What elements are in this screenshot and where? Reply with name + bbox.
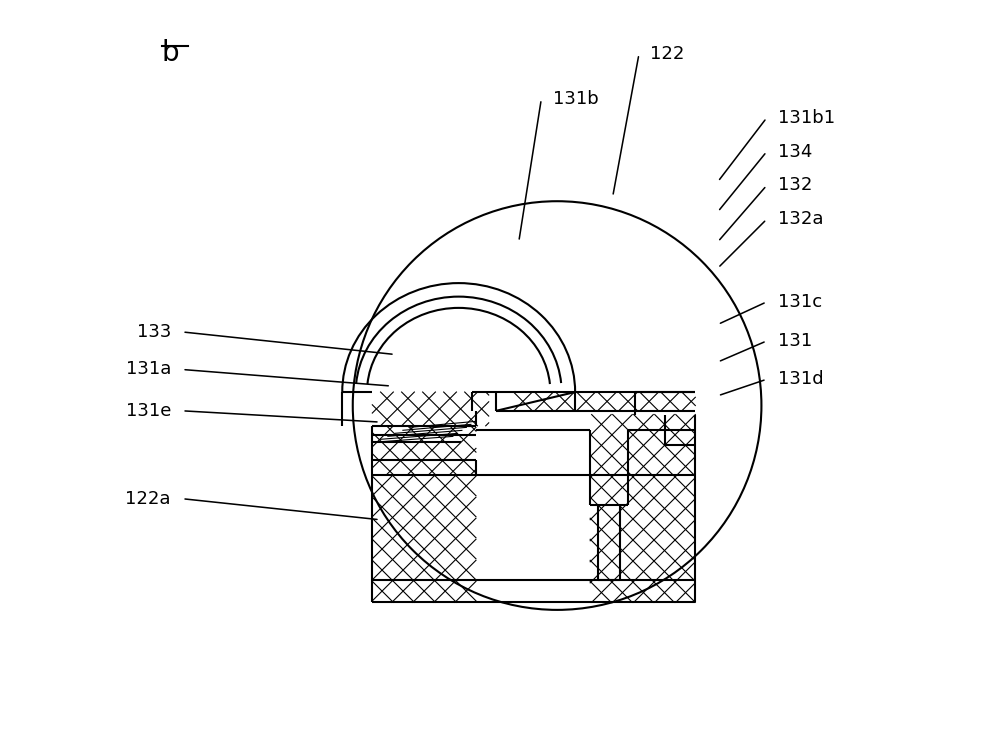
Text: 122: 122 <box>650 45 685 63</box>
Text: 131b: 131b <box>553 90 598 108</box>
Text: 131: 131 <box>778 332 812 350</box>
Text: 133: 133 <box>137 323 171 341</box>
Text: 132: 132 <box>778 176 812 195</box>
Text: 131b1: 131b1 <box>778 109 835 127</box>
Text: 122a: 122a <box>125 489 171 507</box>
Text: 131a: 131a <box>126 360 171 379</box>
Text: b: b <box>162 39 180 67</box>
Text: 132a: 132a <box>778 210 823 228</box>
Text: 131e: 131e <box>126 402 171 420</box>
Text: 134: 134 <box>778 143 812 161</box>
Text: 131d: 131d <box>778 370 824 388</box>
Text: 131c: 131c <box>778 293 822 311</box>
